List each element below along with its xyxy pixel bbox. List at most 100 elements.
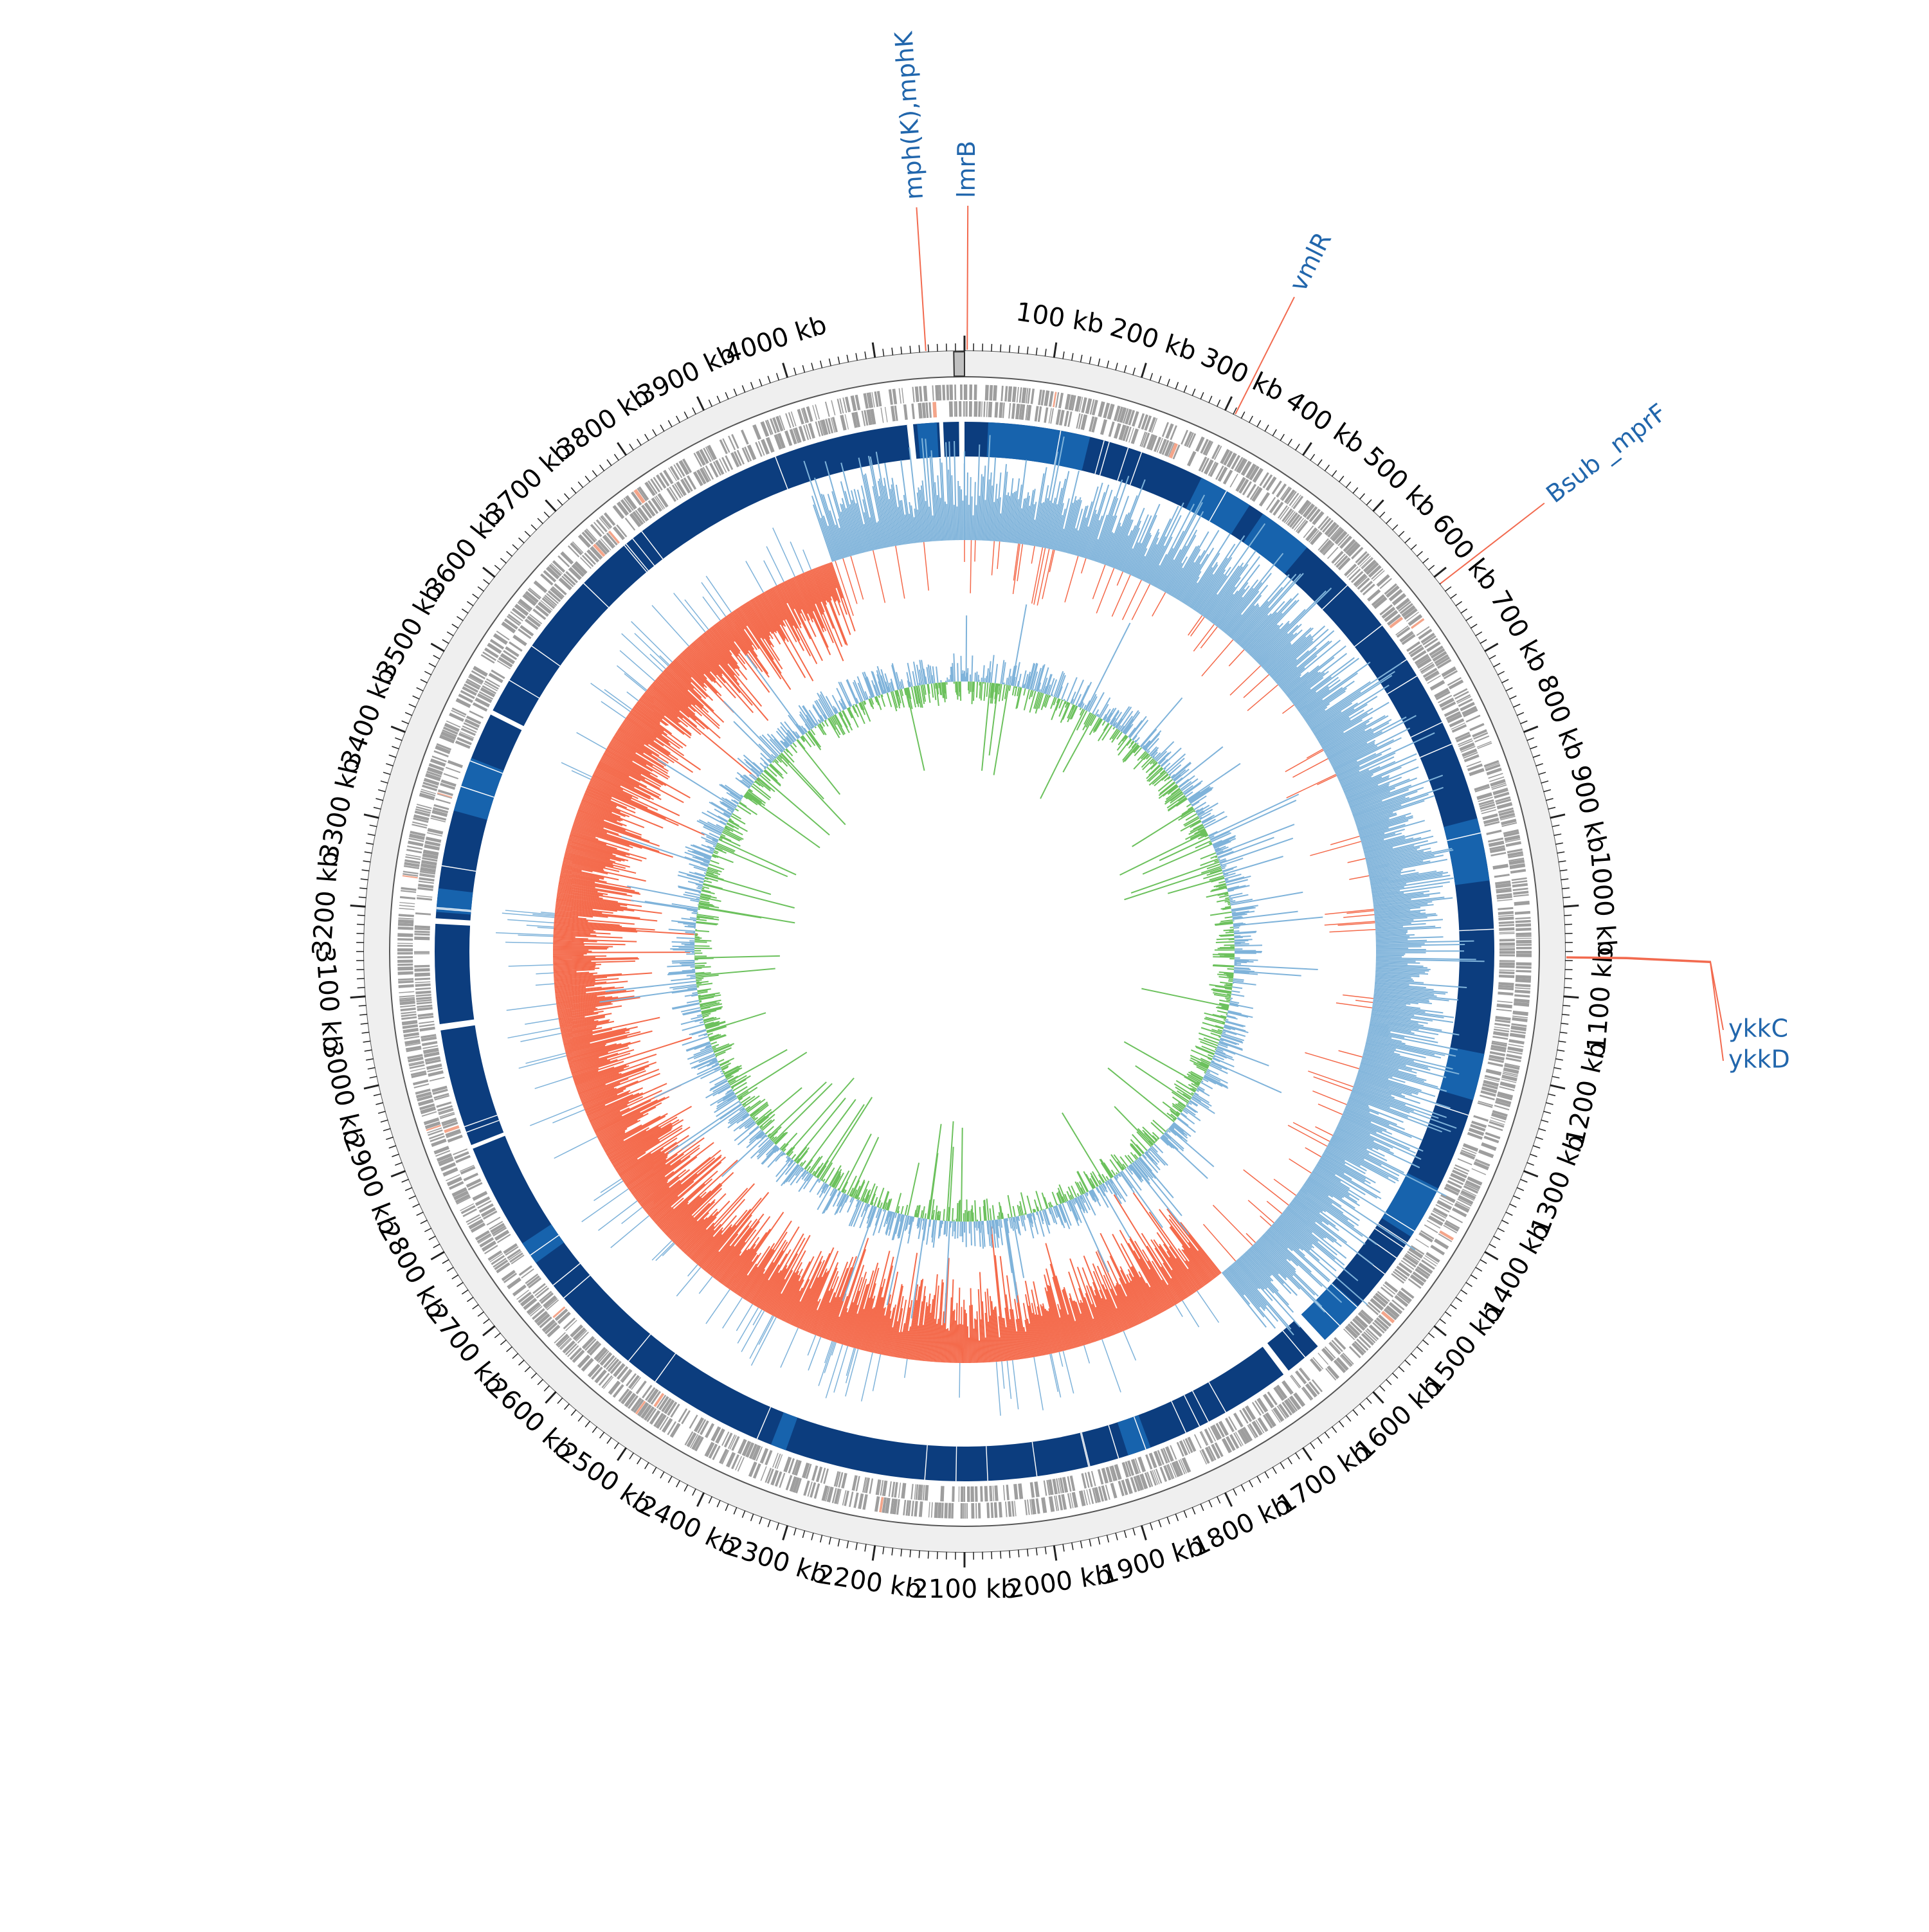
cds-feature (951, 1503, 954, 1519)
cds-feature (928, 402, 932, 418)
gc-content-bar (1222, 868, 1226, 869)
minor-tick (1353, 487, 1358, 493)
cds-feature (961, 1503, 963, 1519)
cds-feature (969, 401, 972, 417)
minor-tick (531, 525, 537, 530)
minor-tick (768, 1520, 770, 1527)
minor-tick (1124, 1530, 1126, 1538)
minor-tick (592, 1427, 597, 1432)
minor-tick (1386, 1379, 1391, 1385)
cds-feature (399, 991, 414, 993)
tick-label: 3300 kb (314, 755, 366, 863)
minor-tick (1116, 1533, 1118, 1540)
gc-skew-bar (553, 942, 584, 943)
gc-content-bar (995, 664, 997, 683)
minor-tick (1159, 1520, 1161, 1527)
minor-tick (1045, 1547, 1046, 1555)
gc-skew-bar (652, 606, 689, 646)
cds-feature (991, 1503, 994, 1518)
minor-tick (742, 385, 745, 392)
minor-tick (1501, 1220, 1508, 1223)
cds-feature (1430, 680, 1445, 691)
cds-feature (941, 1503, 944, 1518)
minor-tick (1098, 359, 1100, 366)
cds-feature (914, 1501, 918, 1517)
cds-feature (931, 1502, 933, 1517)
minor-tick (1428, 565, 1434, 570)
gc-skew-bar (975, 505, 976, 541)
cds-feature (398, 917, 413, 919)
minor-tick (1465, 617, 1472, 621)
minor-tick (1233, 1488, 1236, 1495)
cds-feature (398, 926, 413, 930)
gc-content-bar (1086, 623, 1130, 710)
minor-tick (1288, 439, 1292, 446)
cds-feature (1508, 1039, 1524, 1044)
minor-tick (362, 870, 370, 871)
gc-skew-bar (997, 1362, 1001, 1416)
major-tick (697, 397, 703, 411)
cds-feature (942, 385, 945, 401)
minor-tick (1081, 355, 1082, 363)
cds-feature (1030, 1482, 1035, 1497)
gc-content-bar (1186, 804, 1190, 807)
gc-content-bar (1200, 853, 1216, 859)
cds-feature (899, 388, 901, 404)
minor-tick (1280, 434, 1284, 440)
minor-tick (1045, 349, 1046, 357)
gc-skew-bar (519, 1056, 566, 1068)
cds-feature (980, 1486, 983, 1502)
minor-tick (507, 1347, 512, 1352)
minor-tick (684, 1485, 688, 1492)
cds-feature (534, 581, 548, 593)
cds-feature (397, 956, 413, 958)
minor-tick (1272, 429, 1276, 436)
minor-tick (500, 558, 506, 563)
gc-skew-bar (1317, 775, 1336, 784)
minor-tick (838, 1539, 839, 1547)
minor-tick (585, 476, 590, 482)
minor-tick (1530, 1154, 1537, 1157)
minor-tick (1150, 373, 1153, 380)
gc-skew-bar (1202, 640, 1233, 676)
gc-content-bar (1012, 604, 1027, 685)
cds-feature (1014, 1501, 1017, 1516)
minor-tick (1405, 1360, 1411, 1365)
minor-tick (614, 454, 619, 460)
cds-feature (1297, 520, 1309, 534)
minor-tick (409, 1196, 416, 1199)
cds-feature (937, 1503, 941, 1518)
cds-feature (925, 1485, 929, 1501)
minor-tick (378, 1111, 386, 1113)
cds-feature (1027, 1499, 1030, 1515)
cds-feature (1259, 472, 1269, 486)
minor-tick (1159, 376, 1161, 383)
minor-tick (519, 1360, 525, 1365)
gc-skew-bar (992, 541, 994, 575)
cds-feature (988, 402, 993, 417)
major-tick (1550, 1085, 1565, 1088)
minor-tick (653, 429, 657, 436)
minor-tick (1089, 357, 1091, 365)
gc-skew-bar (1063, 1351, 1073, 1393)
cds-feature (1492, 863, 1508, 869)
cds-feature (1499, 962, 1515, 966)
gc-content-bar (1233, 980, 1244, 982)
gc-skew-bar (1175, 1305, 1182, 1317)
minor-tick (585, 1421, 590, 1427)
minor-tick (1517, 1187, 1524, 1191)
minor-tick (653, 1467, 657, 1474)
cds-feature (448, 760, 463, 768)
cds-feature (741, 429, 749, 444)
cds-feature (401, 1016, 417, 1020)
minor-tick (1167, 1517, 1170, 1524)
gc-skew-bar (873, 550, 885, 603)
minor-tick (1564, 915, 1571, 916)
cds-feature (1494, 1023, 1510, 1027)
cds-feature (747, 444, 757, 460)
gc-skew-bar (660, 656, 669, 665)
cds-feature (1516, 953, 1532, 957)
gc-skew-bar (1182, 1301, 1199, 1327)
gc-skew-bar (973, 516, 974, 541)
gc-content-bar (1176, 747, 1223, 784)
